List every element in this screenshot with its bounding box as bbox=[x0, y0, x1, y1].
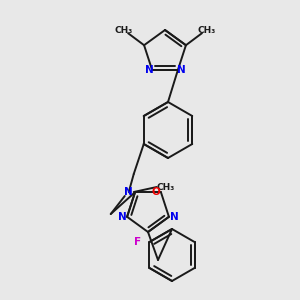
Text: CH₃: CH₃ bbox=[115, 26, 133, 35]
Text: N: N bbox=[169, 212, 178, 222]
Text: N: N bbox=[124, 187, 133, 197]
Text: O: O bbox=[152, 187, 160, 197]
Text: N: N bbox=[145, 65, 153, 75]
Text: CH₃: CH₃ bbox=[198, 26, 216, 35]
Text: F: F bbox=[134, 237, 141, 247]
Text: N: N bbox=[118, 212, 127, 222]
Text: CH₃: CH₃ bbox=[157, 182, 175, 191]
Text: N: N bbox=[177, 65, 185, 75]
